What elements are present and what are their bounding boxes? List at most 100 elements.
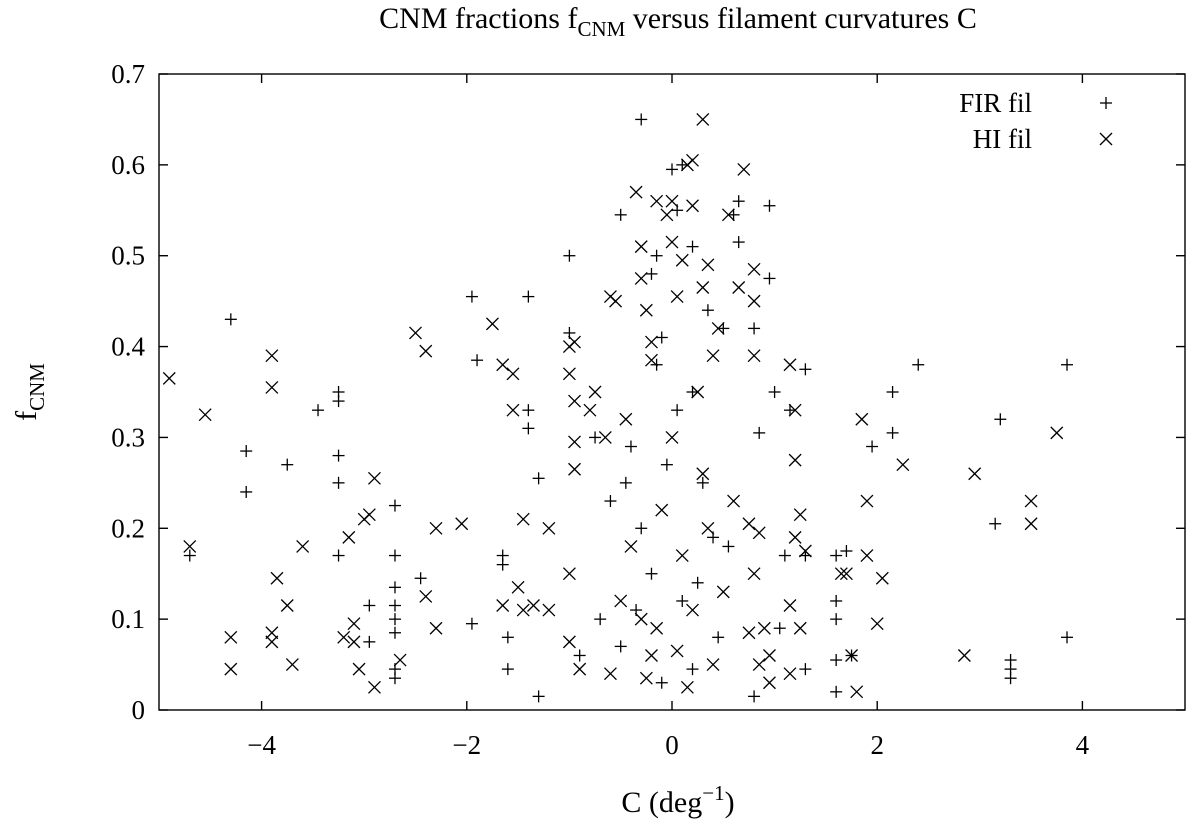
legend-cross-glyph xyxy=(1099,132,1113,146)
hi-fil-point xyxy=(660,208,674,222)
hi-fil-point xyxy=(798,544,812,558)
fir-fil-point xyxy=(501,631,514,644)
fir-fil-point xyxy=(332,449,345,462)
hi-fil-point xyxy=(706,658,720,672)
fir-fil-point xyxy=(532,690,545,703)
data-points xyxy=(162,112,1074,703)
hi-fil-point xyxy=(280,599,294,612)
hi-fil-point xyxy=(747,567,761,581)
hi-fil-point xyxy=(716,585,730,599)
hi-fil-point xyxy=(629,185,643,199)
legend-marker-cross xyxy=(1099,132,1113,146)
hi-fil-point xyxy=(506,403,520,417)
hi-fil-point xyxy=(455,517,469,531)
fir-fil-point xyxy=(830,685,843,698)
hi-fil-point xyxy=(352,662,366,676)
hi-fil-point xyxy=(711,321,725,335)
hi-fil-point xyxy=(763,649,776,662)
hi-fil-point xyxy=(419,344,433,358)
fir-fil-point xyxy=(604,495,617,508)
y-tick-label: 0.3 xyxy=(111,422,145,452)
fir-fil-point xyxy=(732,195,745,208)
fir-fil-point xyxy=(799,663,812,676)
fir-fil-point xyxy=(532,472,545,485)
hi-fil-point xyxy=(573,662,587,676)
hi-fil-point xyxy=(568,435,581,449)
fir-fil-point xyxy=(624,440,637,453)
hi-fil-point xyxy=(732,281,746,294)
hi-fil-point xyxy=(485,317,499,331)
legend-plus-glyph xyxy=(1100,97,1112,109)
fir-fil-point xyxy=(701,304,714,317)
fir-fil-point xyxy=(763,199,776,212)
legend-label-fir: FIR fil xyxy=(959,88,1032,118)
hi-fil-point xyxy=(516,512,530,526)
hi-fil-point xyxy=(506,367,520,381)
fir-fil-point xyxy=(778,549,791,562)
y-tick-label: 0.2 xyxy=(111,513,145,543)
hi-fil-point xyxy=(665,430,679,444)
y-axis-label: fCNM xyxy=(10,363,49,421)
legend-entry-fir: FIR fil xyxy=(959,88,1112,118)
fir-fil-point xyxy=(886,386,899,398)
hi-fil-point xyxy=(747,262,761,276)
hi-fil-point xyxy=(609,294,623,308)
fir-fil-point xyxy=(563,249,576,262)
x-tick-label: −2 xyxy=(452,730,481,760)
hi-fil-point xyxy=(737,162,751,176)
hi-fil-point xyxy=(686,199,699,213)
fir-fil-point xyxy=(614,640,627,653)
fir-fil-point xyxy=(666,163,678,176)
fir-fil-point xyxy=(614,208,627,221)
hi-fil-point xyxy=(270,571,284,585)
fir-fil-point xyxy=(224,313,237,326)
hi-fil-point xyxy=(675,549,689,563)
hi-fil-point xyxy=(752,526,766,540)
hi-fil-point xyxy=(603,667,617,681)
fir-fil-point xyxy=(573,649,586,662)
hi-fil-point xyxy=(619,412,633,426)
fir-fil-point xyxy=(496,558,509,571)
hi-fil-point xyxy=(296,539,310,553)
fir-fil-point xyxy=(655,676,668,689)
fir-fil-point xyxy=(732,236,745,249)
hi-fil-point xyxy=(788,453,802,467)
fir-fil-point xyxy=(414,572,427,585)
hi-fil-point xyxy=(783,667,797,681)
hi-fil-point xyxy=(706,349,720,363)
hi-fil-point xyxy=(686,153,699,167)
hi-fil-point xyxy=(696,112,710,126)
fir-fil-point xyxy=(912,358,925,371)
fir-fil-point xyxy=(691,576,704,589)
hi-fil-point xyxy=(783,358,797,372)
fir-fil-point xyxy=(635,113,648,126)
fir-fil-point xyxy=(840,545,853,557)
fir-fil-point xyxy=(501,663,514,676)
fir-fil-point xyxy=(717,322,730,335)
hi-fil-point xyxy=(701,258,715,272)
hi-fil-point xyxy=(224,630,238,644)
fir-fil-point xyxy=(799,363,812,376)
y-axis: 0 0.1 0.2 0.3 0.4 0.5 0.6 0.7 xyxy=(111,59,1185,725)
legend-entry-hi: HI fil xyxy=(973,124,1113,154)
hi-fil-point xyxy=(542,521,556,535)
hi-fil-point xyxy=(183,539,197,553)
fir-fil-point xyxy=(830,549,843,562)
hi-fil-point xyxy=(337,630,351,644)
hi-fil-point xyxy=(788,403,802,417)
hi-fil-point xyxy=(1050,426,1064,440)
fir-fil-point xyxy=(332,395,345,408)
fir-fil-point xyxy=(240,485,253,498)
hi-fil-point xyxy=(655,503,669,517)
fir-fil-point xyxy=(768,386,781,398)
hi-fil-point xyxy=(568,462,581,476)
fir-fil-point xyxy=(312,404,325,417)
hi-fil-point xyxy=(721,208,735,222)
fir-fil-point xyxy=(522,422,535,435)
x-axis-label: C (deg−1) xyxy=(621,781,734,819)
hi-fil-point xyxy=(783,599,797,612)
y-tick-label: 0.7 xyxy=(111,59,145,89)
hi-fil-point xyxy=(224,662,238,676)
hi-fil-point xyxy=(875,571,889,585)
y-tick-label: 0 xyxy=(132,695,146,725)
